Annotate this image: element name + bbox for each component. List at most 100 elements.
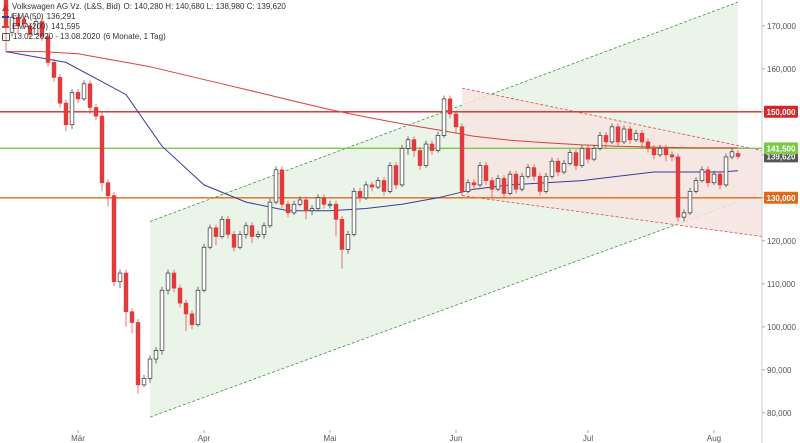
x-tick-label: Aug [707,434,721,443]
candle-52 [315,194,321,211]
candle-89 [537,172,543,196]
candle-107 [645,138,651,153]
candle-body [669,154,675,158]
candle-body [321,197,327,205]
candle-6 [39,18,45,41]
candle-body [693,180,699,192]
candle-body [711,173,717,184]
ohlc-values: O: 140,280 H: 140,680 L: 138,980 C: 139,… [123,2,286,11]
candle-70 [423,140,429,168]
ema50-value: 136,291 [46,12,76,21]
candle-body [51,61,57,78]
candle-41 [249,222,255,243]
candle-body [549,160,555,177]
y-tick-label: 160,000 [767,65,796,74]
candle-62 [375,177,381,190]
candle-body [585,148,591,160]
candle-113 [681,209,687,222]
candle-body [615,126,621,143]
candle-50 [303,196,309,220]
ls-logo-icon [2,3,9,11]
candle-body [183,302,189,315]
candle-body [441,98,447,136]
price-axis: 80,000 90,000 100,000 110,000 120,000 130,000… [762,22,796,418]
candle-body [687,191,693,214]
candle-97 [585,144,591,164]
x-tick-label: Apr [198,434,211,443]
candle-81 [489,177,495,198]
candle-72 [435,132,441,153]
candle-body [21,19,27,25]
candle-body [93,107,99,117]
candle-body [189,313,195,325]
candle-95 [573,149,579,170]
candle-body [429,143,435,151]
candle-body [69,92,75,126]
candle-91 [549,157,555,179]
candle-body [417,150,423,166]
candle-68 [411,136,417,157]
candle-16 [99,112,105,192]
ema50-label: EMA(50) [12,12,44,21]
candle-body [345,234,351,250]
candle-40 [243,222,249,239]
candle-122 [735,150,741,160]
candle-body [45,36,51,63]
candle-27 [165,269,171,295]
candle-body [381,180,387,192]
candle-body [177,287,183,304]
candle-2 [15,13,21,35]
candle-55 [333,200,339,237]
candle-body [423,143,429,166]
candle-99 [597,132,603,151]
candle-118 [711,170,717,185]
candle-59 [357,187,363,203]
candle-body [459,126,465,192]
candle-35 [213,224,219,246]
y-tick-label: 100,000 [767,323,796,332]
period-range: 13.02.2020 - 13.08.2020 [13,32,101,41]
candle-87 [525,164,531,179]
legend-ema200-row: EMA(200) 141,595 [2,22,286,32]
candle-60 [363,181,369,200]
candle-31 [189,310,195,329]
candle-body [723,156,729,186]
candle-20 [123,269,129,327]
legend-period-row: 13.02.2020 - 13.08.2020 (6 Monate, 1 Tag… [2,32,286,42]
time-axis: Mär Apr Mai Jun Jul Aug [71,430,721,443]
candle-24 [147,355,153,383]
red-channel-area [462,88,762,237]
candle-body [639,132,645,143]
candle-67 [405,136,411,155]
candle-33 [201,243,207,293]
candle-body [453,113,459,128]
candle-80 [483,162,489,185]
candle-body [537,175,543,192]
ema200-swatch [2,26,9,28]
candle-120 [723,153,729,188]
candle-78 [471,179,477,190]
candle-body [393,165,399,186]
chart-legend: Volkswagen AG Vz. (L&S, Bid) O: 140,280 … [2,2,286,42]
candle-45 [273,166,279,205]
candle-body [621,128,627,143]
candle-body [99,115,105,184]
candle-47 [285,200,291,218]
candle-body [279,169,285,205]
candle-79 [477,162,483,188]
candle-8 [51,58,57,82]
candle-body [165,272,171,291]
candle-23 [141,374,147,387]
candle-66 [399,144,405,188]
ema50-line [5,51,739,212]
candle-body [303,199,309,212]
candle-body [513,173,519,190]
candle-100 [603,132,609,149]
candle-body [501,178,507,194]
candle-51 [309,205,315,215]
candle-body [369,184,375,188]
candle-92 [555,157,561,177]
candle-105 [633,129,639,142]
candle-body [261,225,267,235]
